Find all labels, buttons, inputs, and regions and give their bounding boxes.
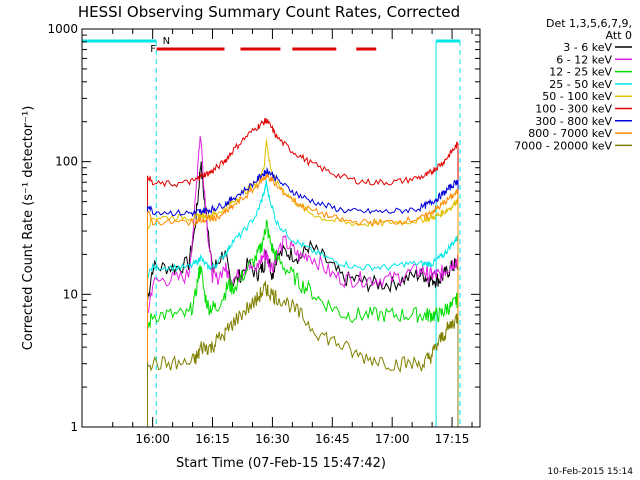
legend-label: 50 - 100 keV xyxy=(542,90,612,103)
legend-label: 7000 - 20000 keV xyxy=(514,139,612,152)
x-axis-label: Start Time (07-Feb-15 15:47:42) xyxy=(176,456,386,471)
legend-header-2: Att 0 xyxy=(606,29,632,42)
series-line-5 xyxy=(147,139,459,427)
y-tick-label: 1000 xyxy=(47,22,78,36)
axis-ticks: 1 10 100 1000 16:00 16:15 16:30 16:45 17:00 17:15 xyxy=(47,22,480,446)
legend-label: 6 - 12 keV xyxy=(556,53,612,66)
legend-label: 300 - 800 keV xyxy=(535,115,612,128)
legend-label: 25 - 50 keV xyxy=(549,78,612,91)
series-line-8 xyxy=(147,173,459,427)
generated-timestamp: 10-Feb-2015 15:14 xyxy=(547,467,633,477)
series-line-3 xyxy=(147,219,459,427)
night-flag-label: N xyxy=(163,36,170,47)
legend-label: 800 - 7000 keV xyxy=(528,127,612,140)
series-line-6 xyxy=(147,117,459,427)
legend-label: 3 - 6 keV xyxy=(563,41,612,54)
chart-title: HESSI Observing Summary Count Rates, Cor… xyxy=(78,3,460,21)
y-tick-label: 100 xyxy=(55,155,78,169)
legend-label: 100 - 300 keV xyxy=(535,103,612,116)
y-axis-label: Corrected Count Rate (s⁻¹ detector⁻¹) xyxy=(21,106,36,351)
legend-label: 12 - 25 keV xyxy=(549,66,612,79)
x-tick-label: 16:30 xyxy=(255,432,290,446)
y-tick-label: 1 xyxy=(70,420,78,434)
legend-header-1: Det 1,3,5,6,7,9, xyxy=(546,17,632,30)
y-tick-label: 10 xyxy=(63,287,78,301)
x-tick-label: 16:45 xyxy=(315,432,350,446)
flare-flag-label: F xyxy=(150,44,156,55)
plot-frame xyxy=(81,28,481,428)
x-tick-label: 17:15 xyxy=(435,432,470,446)
x-tick-label: 16:15 xyxy=(195,432,230,446)
x-tick-label: 17:00 xyxy=(375,432,410,446)
series-layer xyxy=(147,117,459,427)
series-line-9 xyxy=(147,280,459,427)
series-line-4 xyxy=(147,179,459,427)
series-line-7 xyxy=(147,166,459,427)
flags-layer: NF xyxy=(82,36,461,427)
x-tick-label: 16:00 xyxy=(135,432,170,446)
